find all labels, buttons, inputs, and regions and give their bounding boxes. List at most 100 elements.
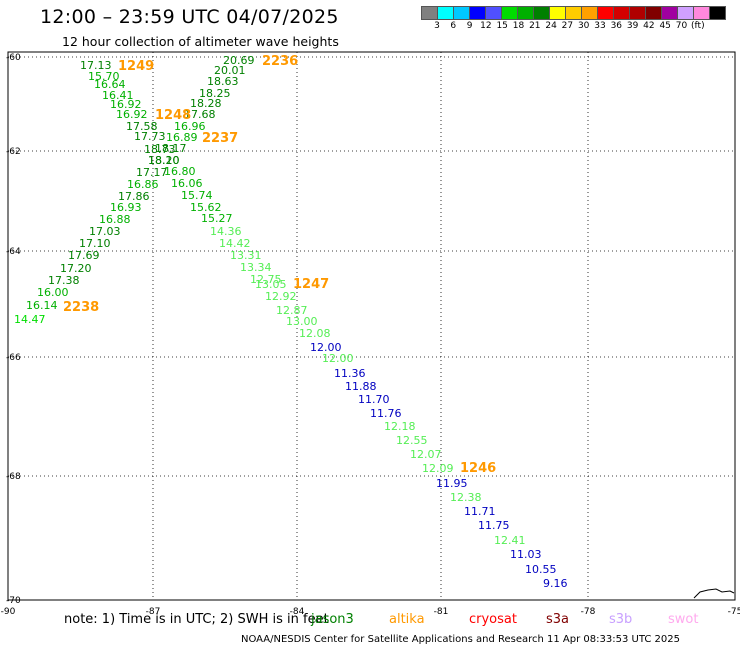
legend-cryosat: cryosat [469,612,517,627]
map-frame [7,51,736,601]
wave-height-value: 12.75 [250,273,282,286]
wave-height-value: 17.03 [89,225,121,238]
wave-height-value: 12.87 [276,304,308,317]
pass-times: 1249 1248 2237 2236 1247 1246 2238 [63,54,496,476]
wave-height-value: 17.13 [80,59,112,72]
coastline [693,588,735,599]
map-title: 12:00 – 23:59 UTC 04/07/2025 [40,6,339,28]
wave-height-value: 16.92 [116,108,148,121]
wave-height-value: 17.58 [126,120,158,133]
wave-height-value: 18.10 [148,154,180,167]
wave-height-value: 11.71 [464,505,496,518]
wave-height-value: 12.55 [396,434,428,447]
longitude-label: -75 [728,607,740,617]
wave-height-value: 11.76 [370,407,402,420]
colorbar-label: 33 [594,21,606,31]
wave-height-value: 11.88 [345,380,377,393]
wave-height-value: 16.41 [102,89,134,102]
wave-height-value: 17.68 [184,108,216,121]
wave-height-value: 12.92 [265,290,297,303]
wave-height-value: 17.17 [136,166,168,179]
longitude-label: -90 [1,607,16,617]
wave-height-value: 15.27 [201,212,233,225]
frame-border [7,51,736,601]
wave-height-value: 18.73 [144,143,176,156]
wave-height-value: 16.80 [164,165,196,178]
colorbar-label: 3 [434,21,440,31]
wave-height-value: 11.75 [478,519,510,532]
colorbar-label: 70 [675,21,688,31]
wave-height-value: 12.41 [494,534,526,547]
wave-height-value: 12.00 [310,341,342,354]
wave-height-value: 13.31 [230,249,262,262]
wave-height-value: 16.86 [127,178,159,191]
wave-height-value: 14.42 [219,237,251,250]
pass-time-label: 1247 [293,277,329,292]
latitude-label: -62 [6,147,21,157]
wave-height-value: 20.01 [214,64,246,77]
wave-height-value: 18.17 [155,142,187,155]
colorbar-label: 27 [561,21,574,31]
pass-time-label: 1249 [118,59,154,74]
pass-time-label: 2236 [262,54,298,69]
wave-height-value: 13.00 [286,315,318,328]
latitude-label: -68 [6,472,21,482]
note-text: note: 1) Time is in UTC; 2) SWH is in fe… [64,612,329,627]
footer-credit: NOAA/NESDIS Center for Satellite Applica… [241,634,680,645]
pass-time-label: 2237 [202,131,238,146]
wave-height-value: 16.89 [166,131,198,144]
wave-height-value: 17.69 [68,249,100,262]
wave-height-value: 14.47 [14,313,46,326]
wave-height-value: 12.09 [422,462,454,475]
wave-height-value: 15.70 [88,70,120,83]
wave-height-value: 13.05 [255,278,287,291]
wave-height-value: 9.16 [543,577,568,590]
wave-height-value: 17.38 [48,274,80,287]
legend-altika: altika [389,612,425,627]
wave-height-value: 18.25 [199,87,231,100]
latitude-label: -66 [6,353,21,363]
wave-height-value: 15.74 [181,189,213,202]
longitude-label: -78 [581,607,596,617]
latitude-label: -64 [6,247,21,257]
wave-height-value: 12.38 [450,491,482,504]
colorbar-label: 21 [529,21,541,31]
latitude-label: -60 [6,53,21,63]
wave-height-value: 12.08 [299,327,331,340]
wave-height-value: 13.34 [240,261,272,274]
pass-time-label: 1248 [155,108,191,123]
legend-s3b: s3b [609,612,633,627]
wave-height-value: 16.92 [110,98,142,111]
legend-jason3: jason3 [311,612,354,627]
wave-height-value: 12.18 [384,420,416,433]
wave-height-value: 17.20 [60,262,92,275]
colorbar-swatch [709,6,726,20]
longitude-labels: -90 -87 -84 -81 -78 -75 [1,607,740,617]
wave-height-value: 16.06 [171,177,203,190]
latitude-label: -70 [6,596,21,606]
wave-height-colorbar [421,6,726,20]
wave-height-value: 17.73 [134,130,166,143]
wave-height-value: 16.14 [26,299,58,312]
longitude-label: -87 [146,607,161,617]
pass-time-label: 1246 [460,461,496,476]
wave-height-value: 11.03 [510,548,542,561]
legend-swot: swot [668,612,699,627]
wave-height-value: 18.28 [190,97,222,110]
colorbar-label: 15 [496,21,508,31]
wave-height-value: 11.36 [334,367,366,380]
colorbar-label: 36 [610,21,623,31]
wave-height-value: 20.69 [223,54,255,67]
colorbar-label: 12 [480,21,492,31]
wave-height-value: 16.64 [94,78,126,91]
wave-height-value: 10.55 [525,563,557,576]
wave-height-value: 12.00 [322,352,354,365]
colorbar-label: (ft) [691,21,705,31]
colorbar-label: 42 [643,21,655,31]
legend-s3a: s3a [546,612,570,627]
wave-height-value: 18.63 [207,75,239,88]
wave-height-value: 16.88 [99,213,131,226]
latitude-labels: -60 -62 -64 -66 -68 -70 [6,53,21,606]
pass-time-label: 2238 [63,300,99,315]
